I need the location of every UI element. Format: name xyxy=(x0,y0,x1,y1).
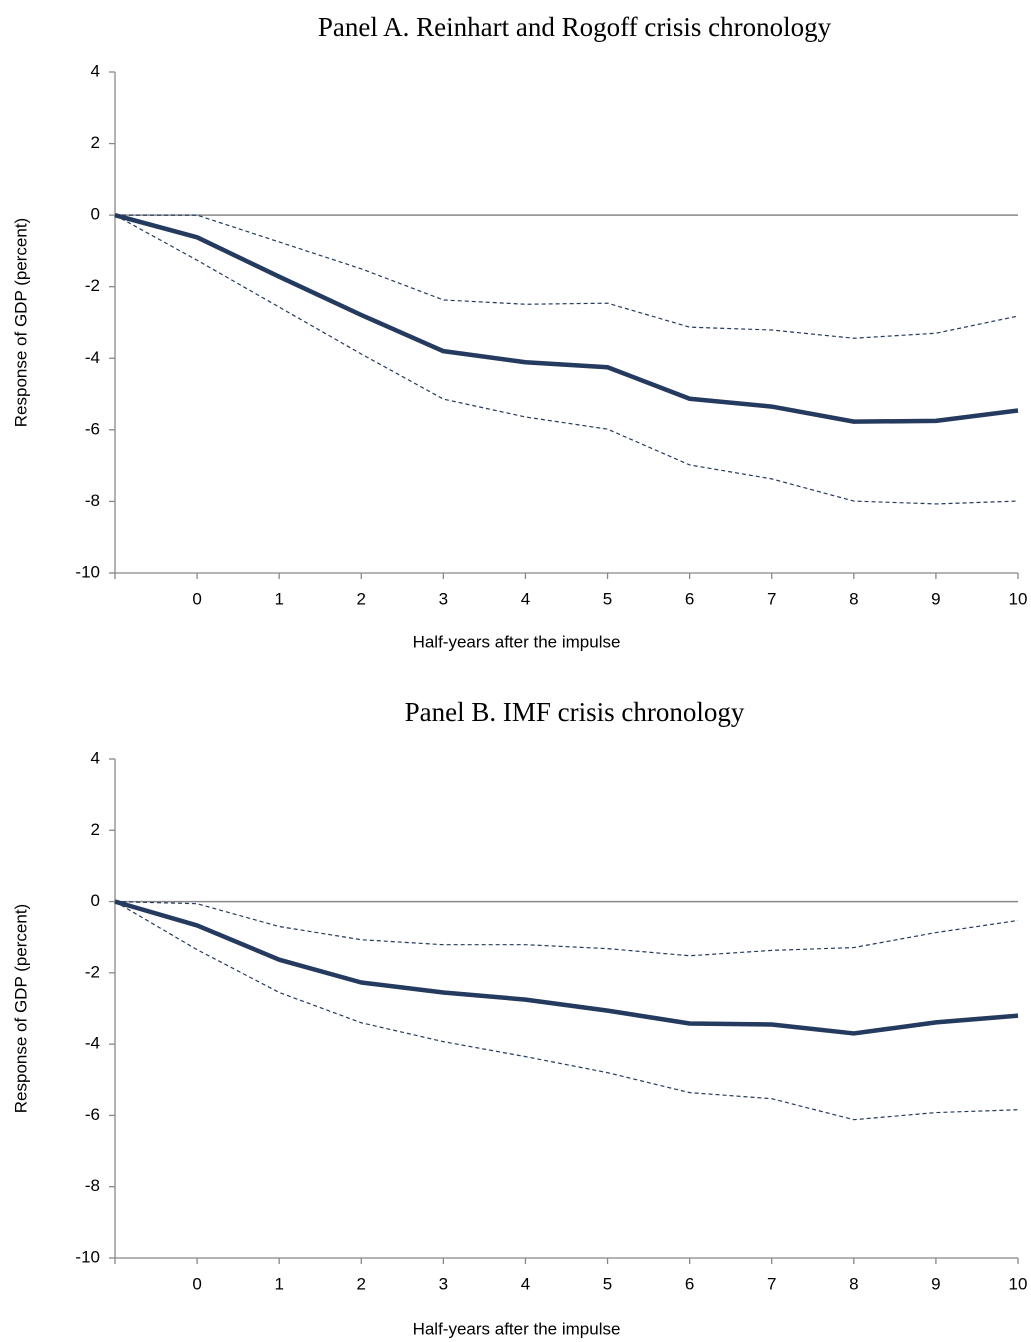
y-axis-label: Response of GDP (percent) xyxy=(11,904,30,1113)
x-tick-label: 10 xyxy=(1009,589,1028,608)
x-tick-label: 4 xyxy=(521,1274,530,1293)
y-tick-label: -6 xyxy=(85,419,100,438)
x-tick-label: 6 xyxy=(685,589,694,608)
y-tick-label: -8 xyxy=(85,491,100,510)
x-axis-label: Half-years after the impulse xyxy=(413,1319,621,1338)
x-tick-label: 8 xyxy=(849,1274,858,1293)
confidence-band-line xyxy=(114,214,1019,505)
x-tick-label: 3 xyxy=(439,589,448,608)
y-tick-label: -2 xyxy=(85,962,100,981)
x-axis-label: Half-years after the impulse xyxy=(413,632,621,651)
x-tick-label: 5 xyxy=(603,589,612,608)
y-tick-label: 0 xyxy=(91,205,100,224)
y-tick-label: -10 xyxy=(75,562,100,581)
x-tick-label: 5 xyxy=(603,1274,612,1293)
x-tick-label: 1 xyxy=(274,1274,283,1293)
x-tick-label: 2 xyxy=(357,589,366,608)
y-tick-label: 0 xyxy=(91,891,100,910)
x-tick-label: 4 xyxy=(521,589,530,608)
chart-panel: Panel A. Reinhart and Rogoff crisis chro… xyxy=(11,12,1027,651)
x-tick-label: 9 xyxy=(931,1274,940,1293)
x-tick-label: 2 xyxy=(357,1274,366,1293)
y-tick-label: 2 xyxy=(91,820,100,839)
chart-panel: Panel B. IMF crisis chronology Half-years… xyxy=(11,697,1027,1338)
y-tick-label: -4 xyxy=(85,348,100,367)
y-axis-label: Response of GDP (percent) xyxy=(11,218,30,427)
x-tick-label: 3 xyxy=(439,1274,448,1293)
y-tick-label: 2 xyxy=(91,133,100,152)
x-tick-label: 1 xyxy=(274,589,283,608)
confidence-band-line xyxy=(114,900,1019,957)
chart-title: Panel A. Reinhart and Rogoff crisis chro… xyxy=(318,12,832,42)
y-tick-label: -2 xyxy=(85,276,100,295)
x-tick-label: 10 xyxy=(1009,1274,1028,1293)
y-tick-label: 4 xyxy=(91,748,100,767)
response-line xyxy=(114,212,1019,424)
y-tick-label: -10 xyxy=(75,1247,100,1266)
y-tick-label: -8 xyxy=(85,1176,100,1195)
x-tick-label: 0 xyxy=(192,589,201,608)
y-tick-label: -6 xyxy=(85,1105,100,1124)
chart-title: Panel B. IMF crisis chronology xyxy=(405,697,745,727)
x-tick-label: 7 xyxy=(767,1274,776,1293)
confidence-band-line xyxy=(115,214,1019,339)
response-line xyxy=(114,899,1019,1036)
x-tick-label: 8 xyxy=(849,589,858,608)
x-tick-label: 9 xyxy=(931,589,940,608)
x-tick-label: 0 xyxy=(192,1274,201,1293)
x-tick-label: 7 xyxy=(767,589,776,608)
confidence-band-line xyxy=(114,901,1019,1121)
x-tick-label: 6 xyxy=(685,1274,694,1293)
y-tick-label: -4 xyxy=(85,1034,100,1053)
y-tick-label: 4 xyxy=(91,61,100,80)
